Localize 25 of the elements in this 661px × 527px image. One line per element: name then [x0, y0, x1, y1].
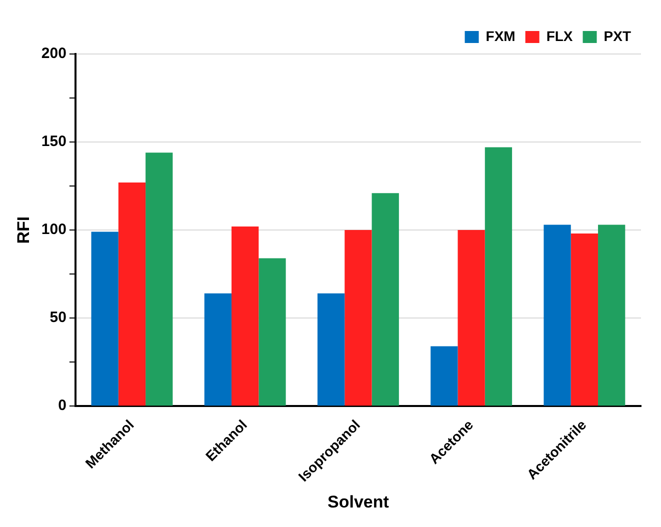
y-tick-label: 0: [58, 397, 66, 414]
x-axis-title: Solvent: [328, 492, 390, 512]
bar: [430, 346, 458, 406]
bar: [91, 232, 118, 406]
bar: [204, 293, 232, 406]
bar: [118, 182, 146, 406]
bar: [344, 230, 372, 406]
y-tick-label: 100: [41, 221, 66, 238]
legend-label: PXT: [604, 28, 632, 44]
legend-label: FXM: [486, 28, 516, 44]
bar: [570, 234, 598, 406]
bar: [232, 226, 259, 406]
legend-label: FLX: [546, 28, 574, 44]
bar: [544, 224, 571, 406]
bar: [484, 147, 512, 406]
y-tick-label: 50: [50, 309, 66, 326]
bar: [146, 152, 173, 406]
bar: [317, 293, 345, 406]
y-tick-label: 150: [41, 133, 66, 150]
y-axis-title: RFI: [14, 216, 33, 244]
bar: [258, 258, 286, 406]
y-tick-label: 200: [41, 45, 66, 62]
bar: [458, 230, 485, 406]
bar: [372, 193, 399, 406]
bar: [598, 224, 626, 406]
